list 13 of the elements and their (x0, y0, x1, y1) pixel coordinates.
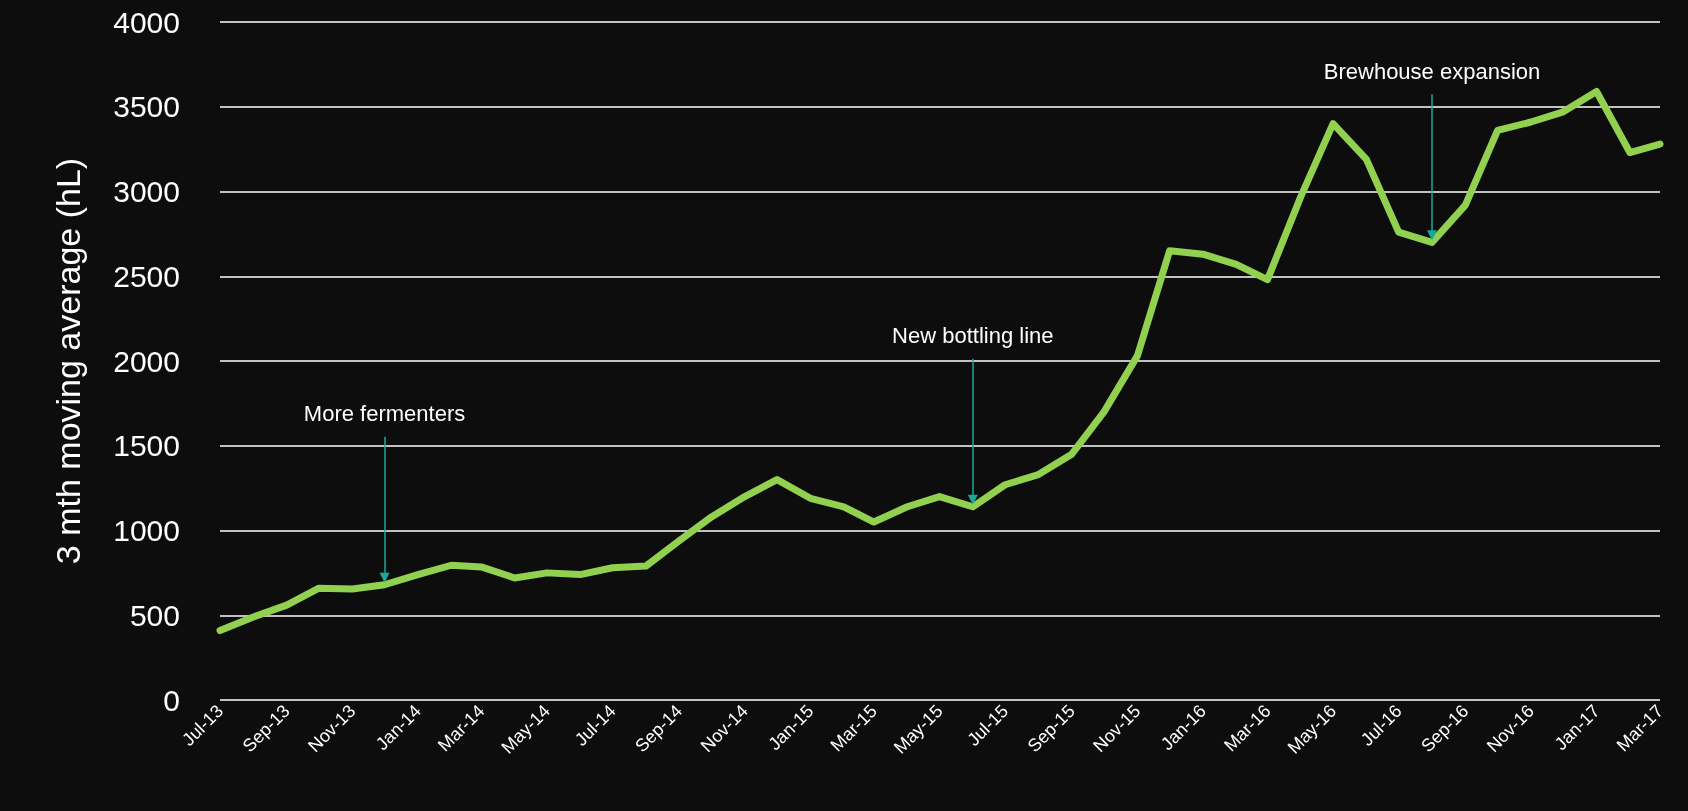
y-tick-label: 4000 (113, 5, 180, 39)
y-tick-label: 500 (129, 598, 180, 632)
y-tick-label: 2500 (113, 259, 180, 293)
annotation: More fermenters (303, 401, 466, 427)
y-tick-label: 3500 (113, 90, 180, 124)
annotation: Brewhouse expansion (1323, 58, 1541, 84)
y-tick-label: 2000 (113, 344, 180, 378)
y-tick-label: 3000 (113, 175, 180, 208)
annotation: New bottling line (892, 323, 1054, 349)
y-tick-label: 0 (163, 683, 180, 717)
y-tick-label: 1500 (113, 429, 180, 463)
y-tick-label: 1000 (113, 514, 180, 547)
y-axis-title: 3 mth moving average (hL) (49, 157, 87, 565)
